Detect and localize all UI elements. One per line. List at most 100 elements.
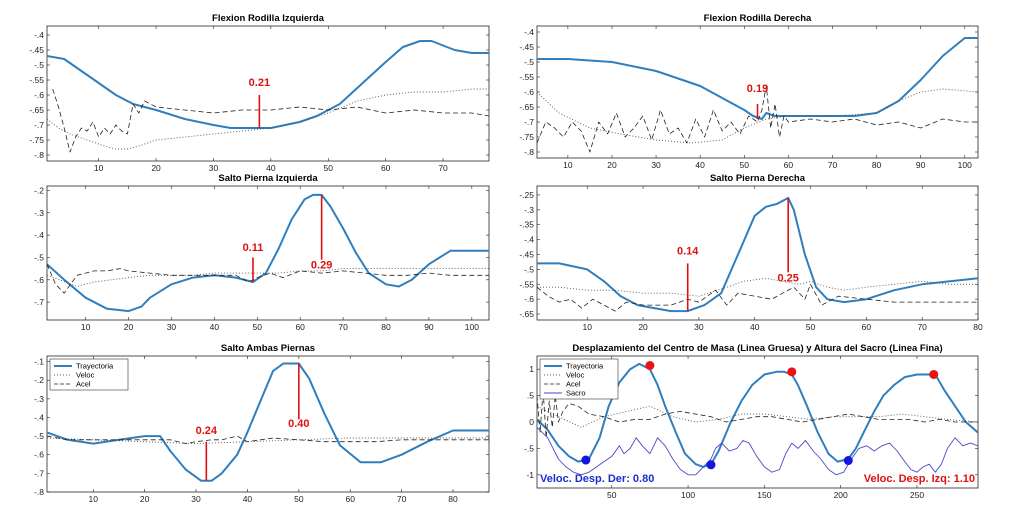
y-tick-label: -.45 — [519, 42, 534, 52]
y-tick-label: -.5 — [34, 60, 44, 70]
chart-panel-2: Flexion Rodilla Derecha 10 20 30 40 50 60 70 80 9… — [519, 13, 979, 170]
series-line-dashed — [537, 283, 978, 312]
y-tick-label: -.1 — [34, 357, 44, 367]
x-tick-label: 10 — [89, 494, 99, 504]
marker-label: 0.14 — [677, 245, 699, 257]
x-tick-label: 70 — [397, 494, 407, 504]
x-tick-label: 100 — [681, 490, 695, 500]
legend-label: Acel — [76, 380, 91, 389]
y-tick-label: -.7 — [34, 120, 44, 130]
x-tick-label: 70 — [917, 322, 927, 332]
peak-dot — [645, 361, 655, 371]
y-tick-label: -.4 — [524, 235, 534, 245]
y-tick-label: -.3 — [34, 394, 44, 404]
x-tick-label: 20 — [607, 160, 617, 170]
y-tick-label: 0 — [529, 417, 534, 427]
y-tick-label: -.5 — [524, 443, 534, 453]
legend-label: Trayectoria — [76, 362, 114, 371]
x-tick-label: 10 — [81, 322, 91, 332]
series-line-dashed — [537, 85, 978, 153]
chart-title: Salto Ambas Piernas — [221, 343, 315, 354]
x-tick-label: 60 — [295, 322, 305, 332]
x-tick-label: 40 — [695, 160, 705, 170]
x-tick-label: 20 — [151, 163, 161, 173]
x-tick-label: 30 — [694, 322, 704, 332]
x-tick-label: 20 — [124, 322, 134, 332]
x-tick-label: 70 — [828, 160, 838, 170]
x-tick-label: 150 — [757, 490, 771, 500]
marker-label: 0.25 — [777, 272, 798, 284]
y-tick-label: -.6 — [34, 450, 44, 460]
y-tick-label: -.5 — [524, 264, 534, 274]
chart-title: Flexion Rodilla Izquierda — [212, 13, 325, 24]
x-tick-label: 40 — [243, 494, 253, 504]
y-tick-label: .5 — [527, 391, 534, 401]
x-tick-label: 60 — [862, 322, 872, 332]
x-tick-label: 50 — [740, 160, 750, 170]
valley-dot — [843, 456, 853, 466]
series-line-thick — [537, 37, 978, 120]
series-line-veloc — [537, 405, 978, 428]
series-line-trayectoria — [47, 362, 489, 482]
marker-label: 0.24 — [196, 425, 218, 437]
x-tick-label: 100 — [958, 160, 972, 170]
series-line-sacro — [537, 426, 978, 476]
legend-label: Veloc — [566, 371, 585, 380]
x-tick-label: 10 — [583, 322, 593, 332]
plot-area — [46, 25, 490, 162]
y-tick-label: -.7 — [34, 297, 44, 307]
x-tick-label: 50 — [324, 163, 334, 173]
x-tick-label: 30 — [209, 163, 219, 173]
y-tick-label: -.4 — [34, 230, 44, 240]
legend-label: Trayectoria — [566, 362, 604, 371]
marker-label: 0.21 — [249, 77, 270, 89]
series-group — [47, 40, 489, 153]
y-tick-label: -.6 — [524, 294, 534, 304]
series-line-acel — [537, 389, 978, 439]
x-tick-label: 20 — [638, 322, 648, 332]
x-tick-label: 50 — [253, 322, 263, 332]
y-tick-label: -.75 — [29, 135, 44, 145]
y-tick-label: -.75 — [519, 132, 534, 142]
chart-panel-1: Flexion Rodilla Izquierda 10 20 30 40 50 60 70 -… — [29, 13, 490, 173]
series-line-acel — [47, 435, 489, 445]
x-tick-label: 60 — [345, 494, 355, 504]
series-line-dotted — [537, 277, 978, 297]
chart-title: Desplazamiento del Centro de Masa (Linea… — [572, 343, 942, 354]
y-tick-label: -.4 — [34, 30, 44, 40]
x-tick-label: 200 — [834, 490, 848, 500]
chart-title: Salto Pierna Izquierda — [218, 173, 318, 184]
y-tick-label: -.3 — [34, 208, 44, 218]
x-tick-label: 40 — [750, 322, 760, 332]
x-tick-label: 60 — [381, 163, 391, 173]
x-tick-label: 80 — [448, 494, 458, 504]
y-tick-label: -.35 — [519, 220, 534, 230]
x-tick-label: 20 — [140, 494, 150, 504]
chart-title: Flexion Rodilla Derecha — [704, 13, 812, 24]
peak-dot — [787, 367, 797, 377]
x-tick-label: 10 — [94, 163, 104, 173]
y-tick-label: -.7 — [34, 468, 44, 478]
y-tick-label: -.5 — [34, 252, 44, 262]
chart-panel-6: Desplazamiento del Centro de Masa (Linea… — [524, 343, 979, 500]
legend-label: Sacro — [566, 389, 586, 398]
series-line-dashed — [52, 88, 489, 153]
y-tick-label: -.6 — [34, 90, 44, 100]
y-tick-label: -.65 — [519, 309, 534, 319]
x-tick-label: 10 — [563, 160, 573, 170]
valley-dot — [706, 460, 716, 470]
legend-box — [49, 358, 129, 391]
x-tick-label: 80 — [872, 160, 882, 170]
valley-dot — [581, 455, 591, 465]
x-tick-label: 90 — [424, 322, 434, 332]
x-tick-label: 100 — [465, 322, 479, 332]
marker-label: 0.19 — [747, 83, 768, 95]
speed-label: Veloc. Desp. Der: 0.80 — [540, 473, 654, 485]
x-tick-label: 50 — [806, 322, 816, 332]
series-line-dotted — [47, 88, 489, 150]
x-tick-label: 40 — [266, 163, 276, 173]
y-tick-label: -.7 — [524, 117, 534, 127]
x-tick-label: 80 — [381, 322, 391, 332]
